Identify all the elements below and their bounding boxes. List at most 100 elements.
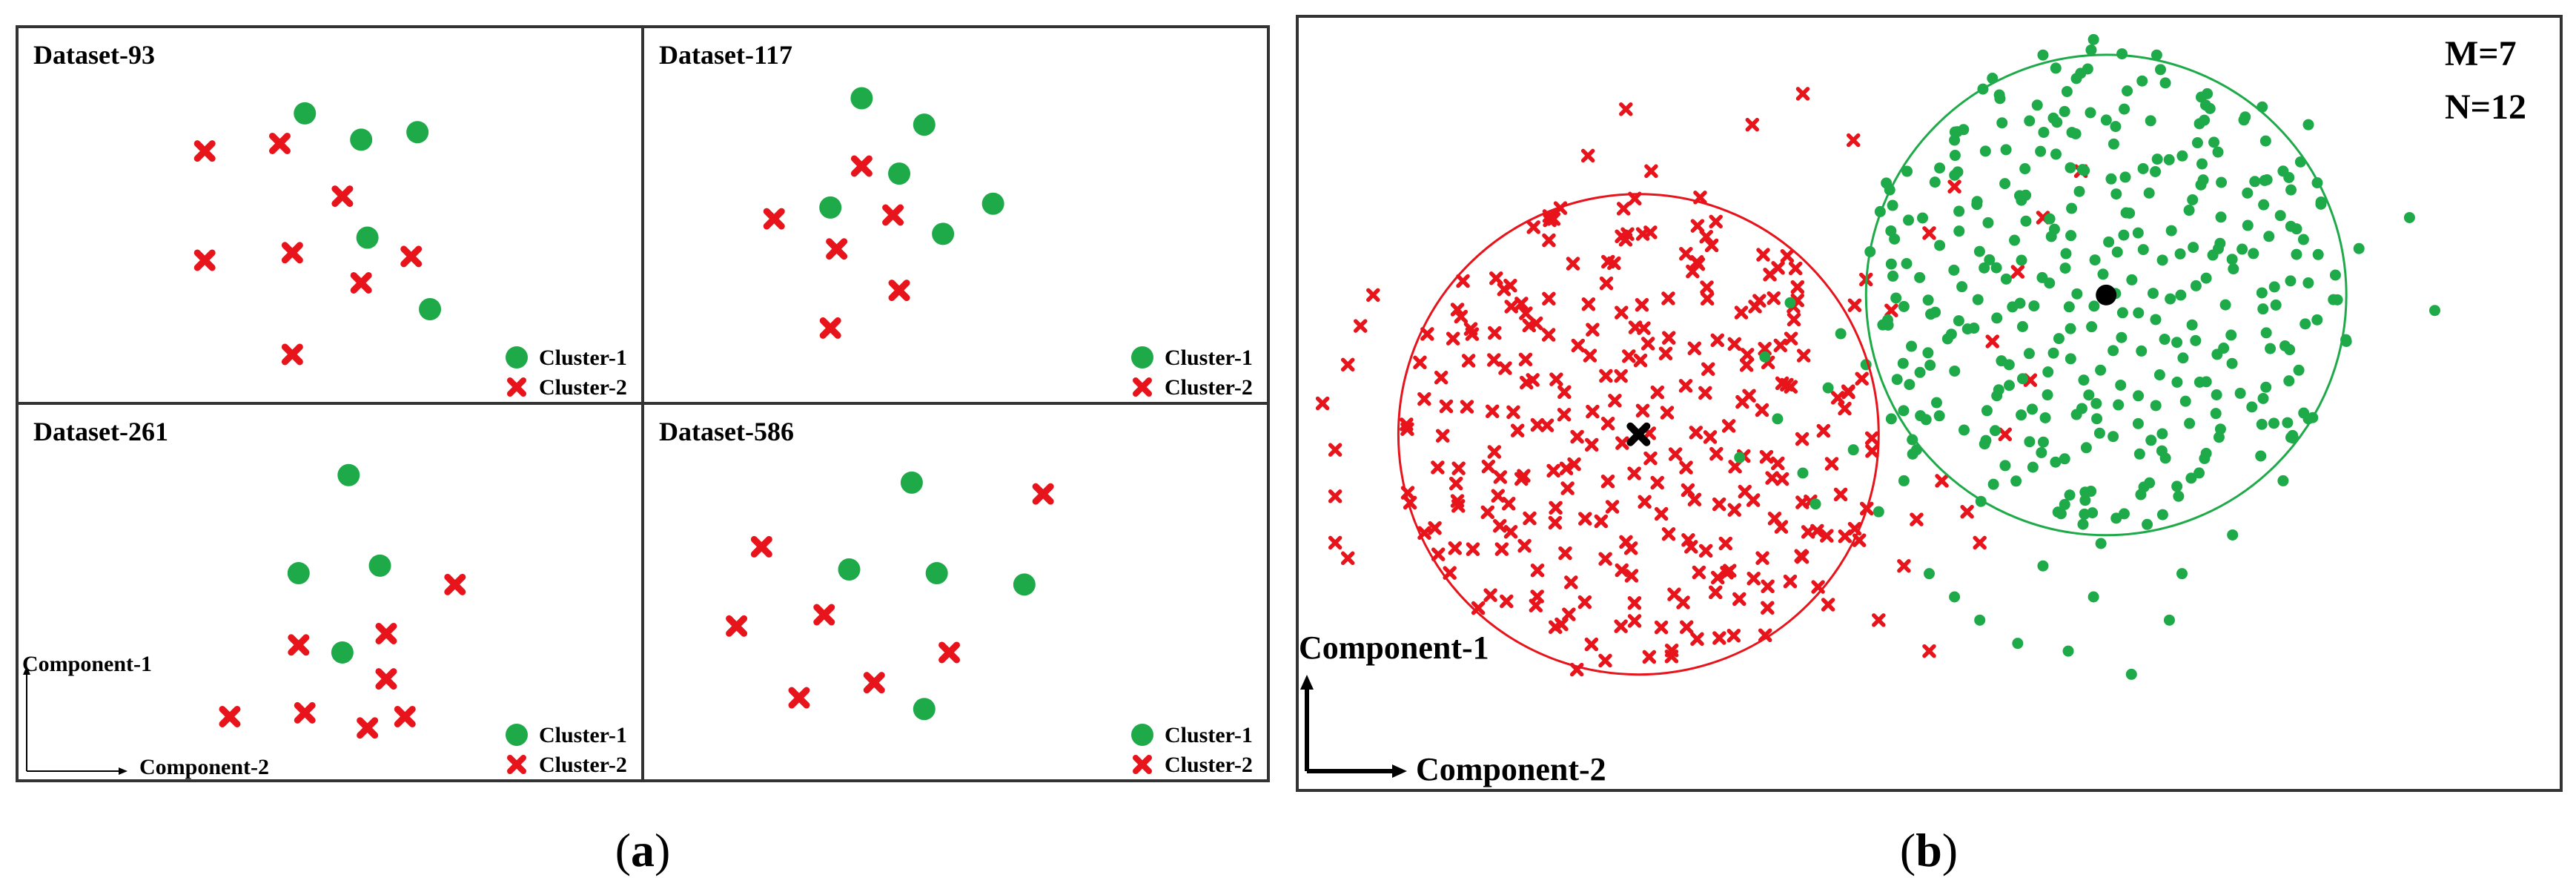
cluster-1-point [1949, 365, 1961, 377]
cluster-2-point [219, 705, 241, 727]
cluster-1-point [2216, 176, 2228, 188]
cluster-1-point [2133, 390, 2145, 402]
cluster-1-point [1013, 573, 1036, 596]
cluster-2-point [1788, 261, 1803, 276]
cluster-2-point [1542, 233, 1556, 248]
cluster-2-point [1833, 487, 1848, 502]
cluster-1-point [1885, 258, 1897, 270]
cluster-1-point [2210, 408, 2222, 420]
cluster-1-point [2171, 376, 2183, 388]
cluster-1-point [1987, 478, 1999, 490]
cluster-1-point [1885, 413, 1897, 425]
cluster-2-point [1466, 542, 1480, 556]
cluster-1-point [2213, 432, 2225, 443]
caption-b: (b) [1900, 824, 1958, 876]
cluster-2-point [1400, 417, 1414, 432]
cluster-1-point [2088, 300, 2100, 312]
figure-b-points [1315, 33, 2440, 680]
cluster-2-point [1687, 341, 1702, 356]
cluster-1-point [2118, 508, 2130, 520]
cluster-2-point [1549, 500, 1563, 515]
cluster-1-point [2193, 467, 2205, 479]
cluster-2-point [1761, 579, 1775, 594]
cluster-1-point [2079, 495, 2091, 506]
legend-cluster-2-marker [1133, 755, 1152, 774]
cluster-2-point [888, 280, 910, 302]
cluster-2-point [1328, 489, 1342, 503]
cluster-2-point [1548, 515, 1563, 530]
cluster-2-point [1795, 432, 1810, 446]
cluster-1-point [2175, 289, 2187, 301]
cluster-1-point [2302, 119, 2314, 131]
cluster-2-point [394, 705, 416, 727]
cluster-2-point [850, 155, 873, 177]
cluster-2-point [375, 668, 397, 690]
cluster-2-point [1488, 326, 1502, 340]
figure-a: Dataset-93 Cluster-1 Cluster-2 Dataset-117… [16, 25, 1270, 782]
cluster-1-point [2185, 472, 2197, 484]
cluster-2-point [1340, 357, 1355, 372]
cluster-1-point [2037, 436, 2049, 448]
cluster-1-point [1835, 328, 1847, 340]
cluster-2-point [1644, 164, 1658, 179]
cluster-1-point [337, 463, 360, 486]
cluster-1-point [913, 698, 936, 721]
cluster-2-point [1481, 459, 1496, 474]
cluster-1-point [2179, 395, 2191, 407]
cluster-1-point [2119, 171, 2131, 183]
cluster-1-point [1924, 568, 1935, 580]
cluster-2-point [1584, 437, 1599, 452]
cluster-1-point [2186, 319, 2198, 331]
cluster-2-point [1846, 133, 1861, 148]
cluster-2-point [1450, 494, 1465, 508]
cluster-1-point [2159, 77, 2171, 89]
cluster-2-point [1650, 475, 1664, 490]
cluster-1-point [294, 102, 317, 125]
figure-b-centroids [1626, 284, 2117, 446]
cluster-2-point [281, 242, 303, 264]
legend-cluster-2-label: Cluster-2 [1165, 375, 1253, 400]
cluster-2-point [1841, 385, 1855, 400]
cluster-1-point [2047, 112, 2059, 124]
cluster-1-point [2174, 248, 2186, 260]
cluster-1-point [2256, 287, 2268, 299]
cluster-1-point [2268, 417, 2279, 429]
cluster-1-point [1953, 315, 1964, 327]
cluster-1-point [1949, 134, 1961, 146]
legend-cluster-2-label: Cluster-2 [539, 753, 627, 777]
cluster-2-point [1897, 558, 1911, 573]
cluster-2-point [1774, 520, 1789, 534]
cluster-1-point [2108, 431, 2119, 443]
axis-b-y-label: Component-1 [1299, 630, 1489, 666]
cluster-1-point [2086, 321, 2098, 333]
cluster-1-point [2188, 242, 2199, 254]
cluster-1-point [2050, 62, 2062, 74]
cluster-1-point [1949, 169, 1961, 181]
cluster-2-point [1759, 449, 1774, 464]
cluster-2-point [1557, 385, 1572, 400]
cluster-1-point [2042, 389, 2053, 401]
cluster-1-point [1949, 126, 1961, 138]
cluster-1-point [2219, 299, 2231, 311]
cluster-1-point [2113, 399, 2125, 411]
cluster-1-point [1885, 225, 1897, 237]
cluster-1-point [1797, 467, 1809, 479]
panel-title: Dataset-117 [659, 40, 792, 70]
cluster-1-point [2078, 374, 2090, 386]
cluster-1-point [2159, 334, 2171, 346]
cluster-1-point [2214, 237, 2226, 249]
cluster-1-point [2260, 381, 2272, 393]
cluster-1-point [2239, 111, 2251, 123]
cluster-1-point [1887, 199, 1898, 211]
cluster-1-point [932, 222, 955, 245]
cluster-1-point [2095, 538, 2107, 549]
cluster-1-point [2177, 352, 2189, 364]
cluster-1-point [2429, 305, 2440, 317]
cluster-2-point [1761, 601, 1775, 615]
cluster-1-point [2115, 379, 2127, 391]
panel-title: Dataset-586 [659, 417, 794, 446]
cluster-1-point [2256, 418, 2268, 430]
cluster-1-point [1903, 214, 1915, 226]
cluster-2-point [1775, 472, 1789, 486]
cluster-2-point [1771, 261, 1785, 275]
